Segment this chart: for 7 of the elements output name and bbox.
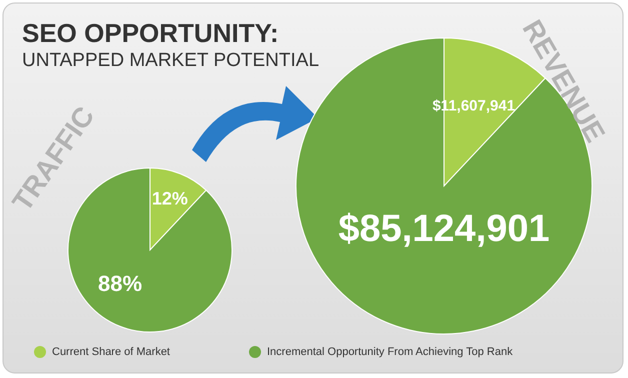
data-label: 12% <box>152 188 188 208</box>
slice-label: Incremental Opportunity From Achieving Top Rank <box>267 346 514 358</box>
data-label: $85,124,901 <box>338 208 550 250</box>
chart-title: SEO OPPORTUNITY: <box>22 18 279 48</box>
legend-label: Current Share of Market <box>52 346 170 358</box>
chart-subtitle: UNTAPPED MARKET POTENTIAL <box>22 50 320 71</box>
data-label: 88% <box>98 270 142 296</box>
